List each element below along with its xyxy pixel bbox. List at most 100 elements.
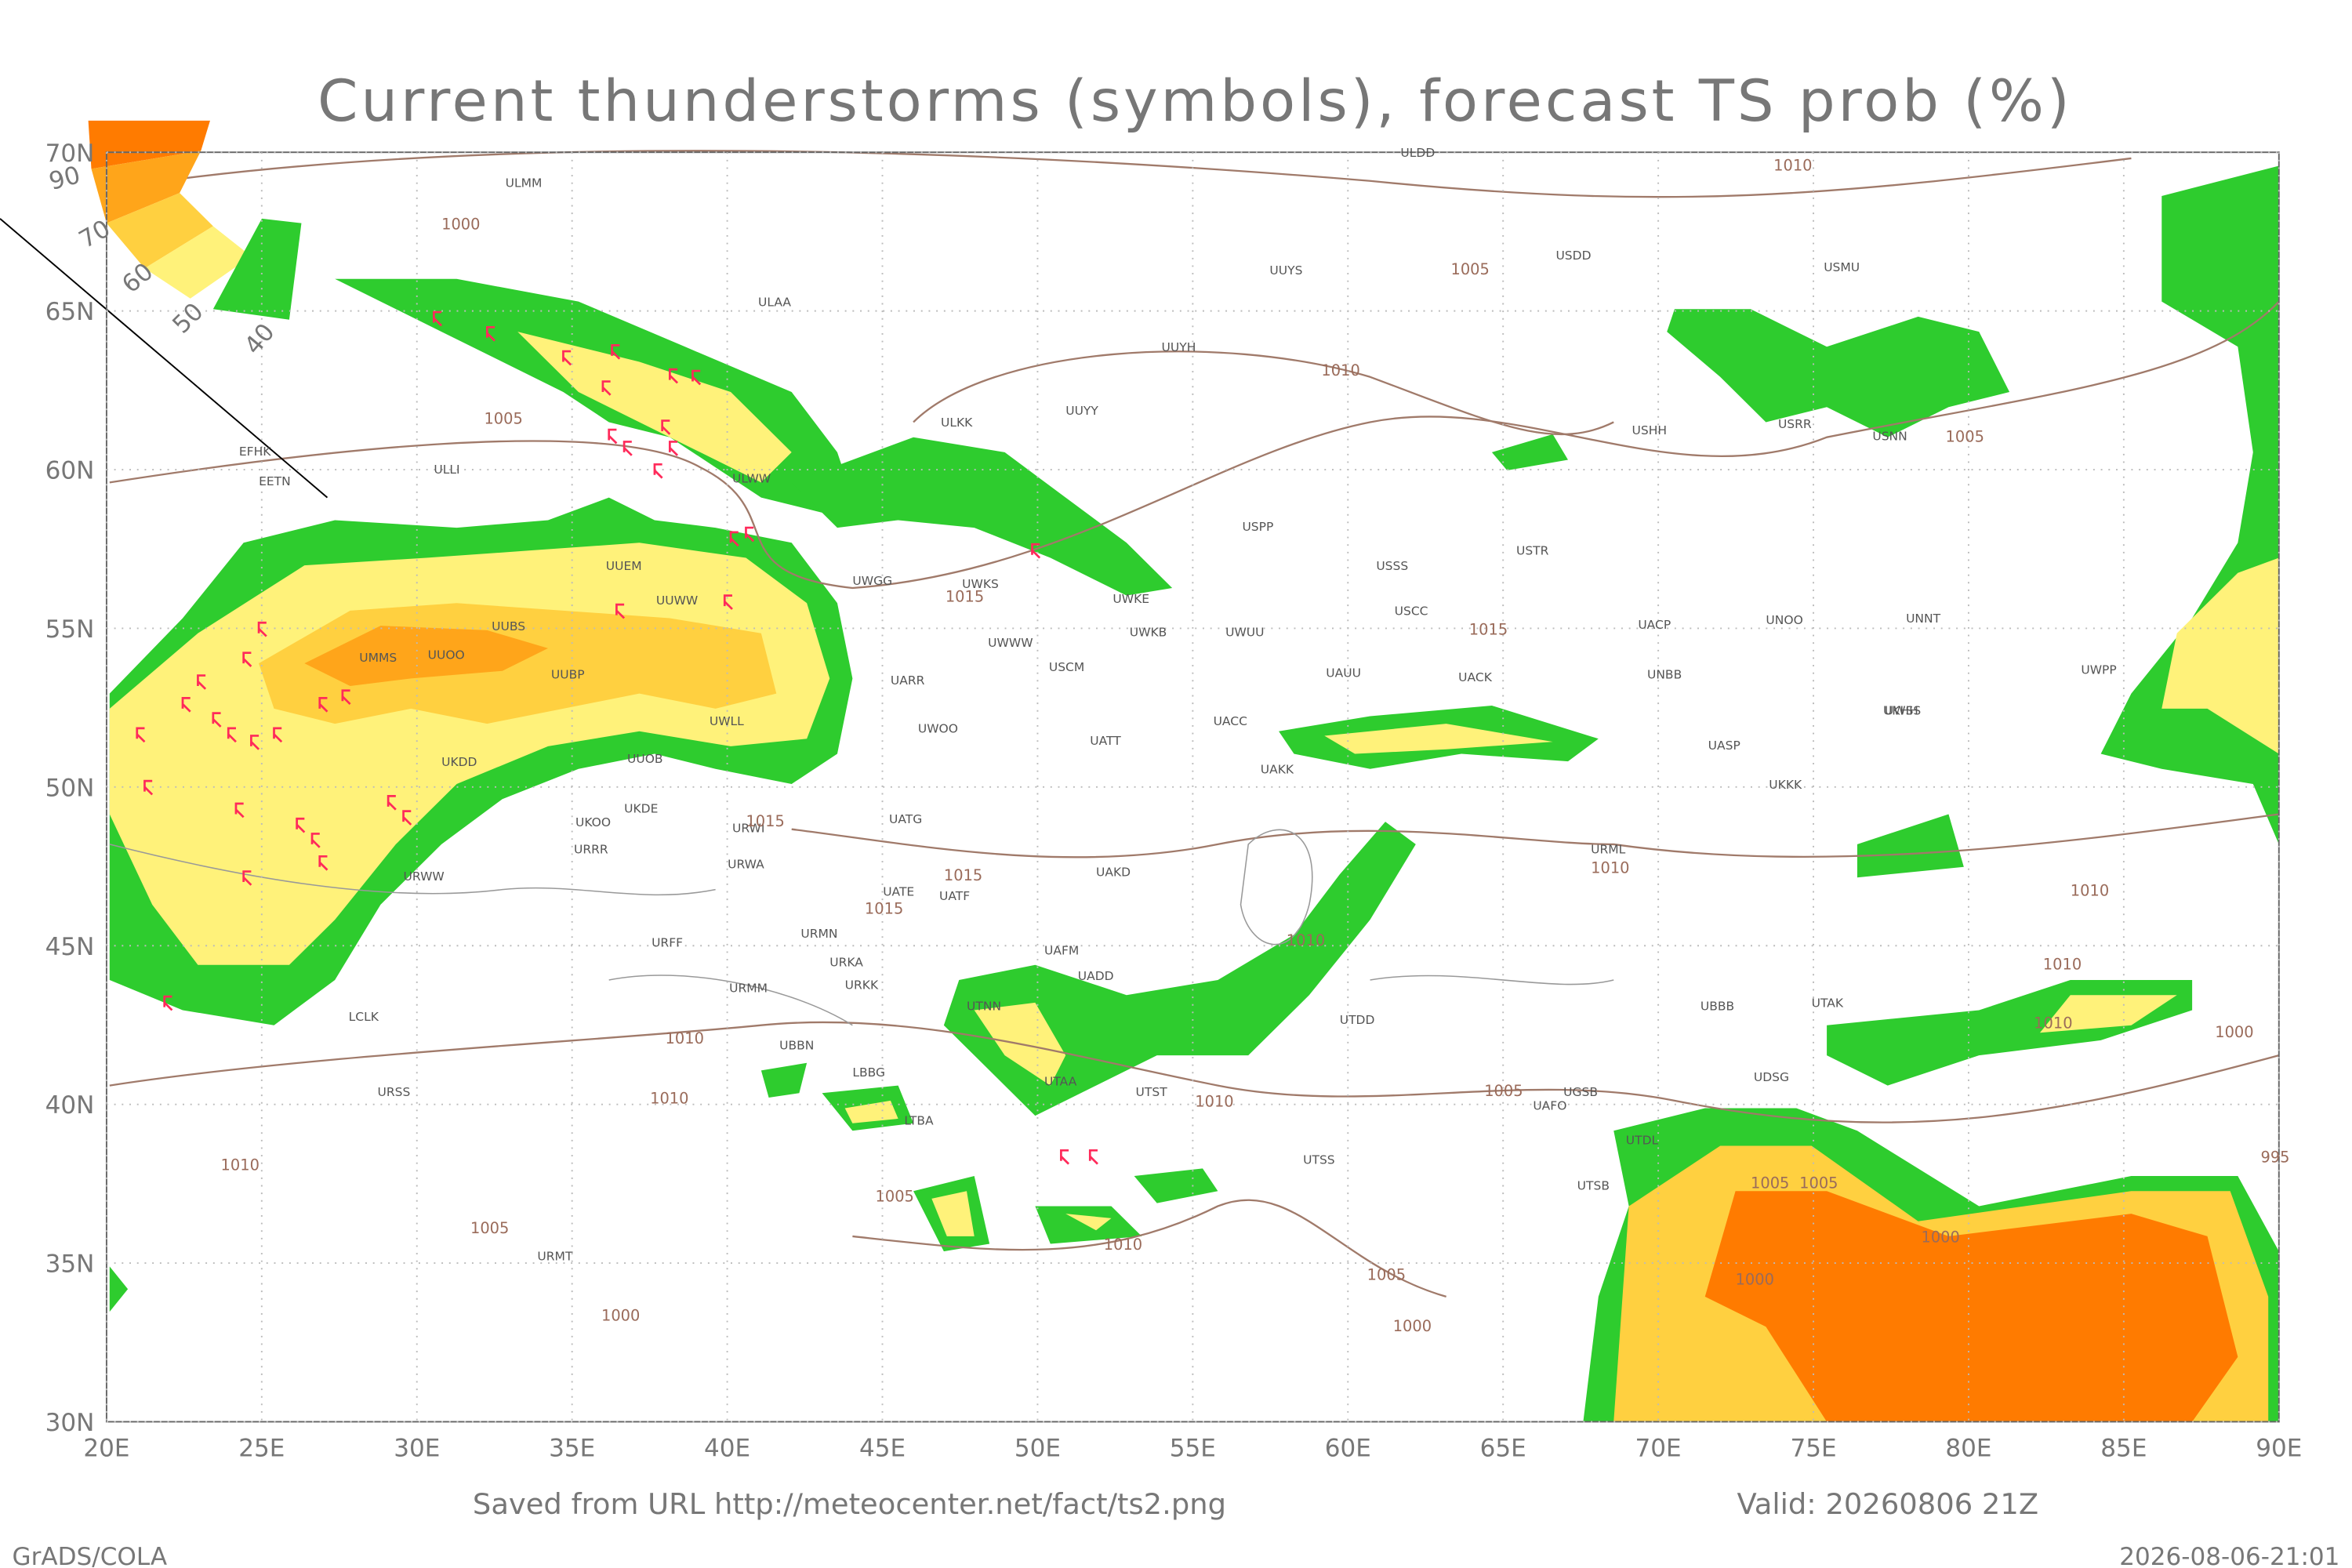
station-label: URML [1591, 843, 1626, 857]
legend-swatch [144, 226, 252, 299]
station-label: UATG [889, 812, 922, 826]
station-label: UWSS [1885, 704, 1921, 718]
field-50 [844, 1100, 1112, 1236]
station-label: UAUU [1326, 666, 1361, 681]
legend-swatch [88, 120, 210, 169]
lat-tick-label: 40N [45, 1091, 95, 1120]
lon-tick-label: 75E [1790, 1435, 1836, 1463]
station-label: UUBS [492, 619, 525, 633]
storm-symbol [1031, 543, 1041, 559]
legend-swatch [106, 193, 213, 269]
isobar-label: 1005 [1751, 1174, 1789, 1192]
station-label: UUOO [428, 648, 465, 662]
isobar [913, 350, 1614, 436]
station-label: UAKK [1261, 763, 1294, 777]
station-label: ULMM [506, 176, 543, 191]
isobar-lines [109, 150, 2280, 1298]
storm-symbol [163, 995, 173, 1011]
isobar-label: 1005 [1367, 1266, 1406, 1284]
isobar [791, 813, 2279, 858]
isobar-label: 1005 [1484, 1082, 1523, 1100]
station-label: UWUU [1225, 626, 1264, 640]
station-label: EETN [259, 474, 291, 488]
station-label: USCC [1395, 604, 1428, 619]
storm-symbol [615, 603, 626, 619]
lat-tick-label: 55N [45, 615, 95, 644]
lat-tick-label: 50N [45, 775, 95, 803]
field-50 [2161, 557, 2279, 754]
station-label: UAKD [1096, 865, 1131, 879]
storm-symbol [250, 735, 260, 750]
isobar-label: 1005 [1946, 428, 1984, 446]
isobar-label: 1005 [1450, 260, 1489, 278]
storm-symbol [608, 428, 618, 445]
station-label: UATF [939, 889, 970, 903]
field-50 [2039, 995, 2177, 1033]
lon-tick-label: 85E [2100, 1435, 2147, 1463]
storm-symbol [661, 419, 671, 435]
storm-symbol [310, 833, 321, 848]
storm-symbol [669, 368, 679, 384]
storm-symbol [181, 697, 191, 713]
station-label: URMT [537, 1250, 573, 1264]
legend-swatch [212, 218, 302, 320]
title: Current thunderstorms (symbols), forecas… [318, 68, 2073, 135]
station-label: LBBG [852, 1065, 885, 1080]
storm-symbol [622, 441, 633, 456]
storm-symbol [729, 531, 739, 547]
coastline [1370, 975, 1614, 985]
lat-tick-label: 35N [45, 1250, 95, 1279]
lon-tick-label: 20E [83, 1435, 129, 1463]
station-label: USRR [1778, 417, 1812, 431]
probability-fields [109, 165, 2279, 1422]
field-50 [1324, 724, 1553, 754]
isobar-label: 1005 [1799, 1174, 1838, 1192]
station-label: UTSB [1577, 1178, 1610, 1192]
isobar-label: 1000 [1736, 1271, 1774, 1289]
station-label: ULDD [1400, 146, 1435, 160]
isobar [852, 1199, 1446, 1298]
isobar [109, 300, 2280, 590]
storm-symbol [136, 727, 146, 743]
isobar-label: 1010 [221, 1156, 260, 1174]
coastline [608, 975, 853, 1026]
field-40 [791, 437, 1173, 596]
isobar-label: 1005 [876, 1188, 914, 1206]
station-label: UBBN [779, 1039, 814, 1053]
station-label: USMU [1824, 260, 1860, 274]
storm-symbol [234, 802, 245, 818]
coastline [1240, 829, 1313, 946]
storm-symbol [212, 712, 222, 728]
storm-symbol [273, 727, 283, 743]
station-label: LTBA [904, 1114, 934, 1128]
station-label: UDSG [1754, 1070, 1789, 1084]
storm-symbol [402, 810, 412, 826]
software-credit: GrADS/COLA [13, 1543, 168, 1568]
station-label: UTST [1136, 1085, 1168, 1099]
isobar-label: 1000 [601, 1307, 640, 1325]
station-label: UWWW [988, 636, 1033, 650]
storm-symbol [669, 441, 679, 456]
station-label: URWW [404, 869, 445, 884]
isobar-label: 1010 [1195, 1093, 1233, 1111]
storm-symbol [242, 652, 252, 667]
lon-tick-label: 60E [1325, 1435, 1371, 1463]
station-label: UACP [1638, 618, 1671, 632]
storm-symbol [562, 350, 572, 366]
station-label: UKDD [441, 755, 477, 769]
storm-symbol [197, 674, 207, 690]
station-label: UMMS [359, 651, 397, 665]
station-label: UTNN [967, 1000, 1001, 1014]
storm-symbol [745, 526, 755, 543]
station-label: UACC [1214, 714, 1247, 728]
station-label: UWOO [918, 722, 958, 736]
field-50 [517, 332, 792, 483]
lon-tick-label: 45E [859, 1435, 906, 1463]
field-40 [943, 822, 1416, 1116]
station-label: UTDL [1626, 1134, 1659, 1148]
storm-symbol [341, 689, 351, 706]
station-label: ULAA [758, 295, 791, 309]
station-label: UUWW [656, 593, 698, 608]
lon-tick-label: 50E [1014, 1435, 1061, 1463]
